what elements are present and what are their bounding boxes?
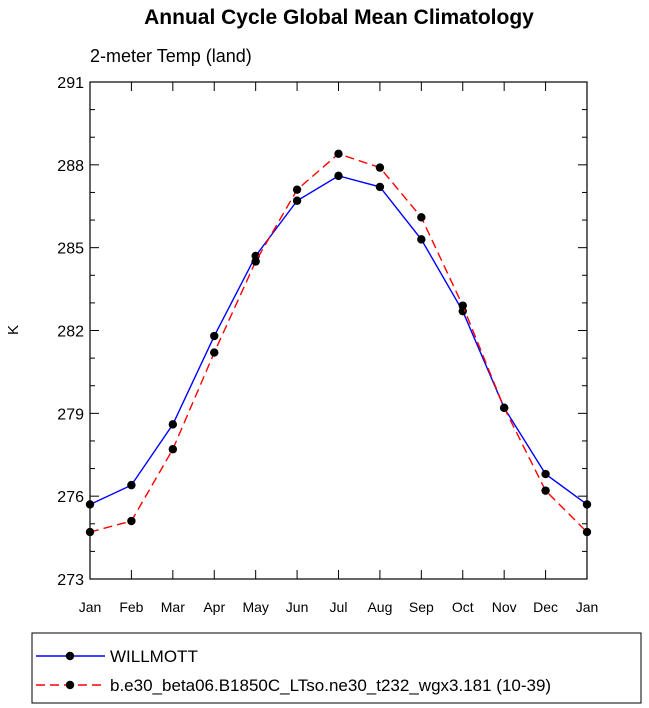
y-tick-label: 291 (57, 75, 84, 92)
chart-title: Annual Cycle Global Mean Climatology (144, 6, 534, 29)
x-tick-label: Jul (330, 599, 348, 615)
chart-subtitle: 2-meter Temp (land) (90, 46, 252, 66)
axes: 273 276 279 282 285 288 291 Jan Feb Mar Apr May Jun J… (57, 75, 598, 615)
x-tick-label: Feb (119, 599, 143, 615)
x-tick-label: Oct (452, 599, 474, 615)
series-2-point (210, 348, 219, 357)
legend-marker-1 (65, 651, 75, 661)
series-2-point (168, 445, 178, 454)
series-2-point (292, 185, 302, 194)
series-1-point (210, 331, 219, 341)
x-tick-label: Dec (533, 599, 558, 615)
series-2-point (127, 516, 136, 526)
series-1-point (541, 469, 550, 479)
series-1-point (582, 500, 592, 509)
y-tick-label: 273 (57, 572, 84, 589)
series-1-point (85, 500, 95, 509)
series-2-point (417, 213, 426, 222)
x-tick-label: Mar (161, 599, 185, 615)
series-2-point (334, 149, 343, 158)
series-1-point (334, 171, 343, 181)
series-line-1 (89, 175, 588, 506)
series-2-point (375, 163, 385, 172)
legend-marker-2 (65, 680, 75, 690)
y-tick-label: 288 (57, 158, 84, 175)
x-tick-label: May (242, 599, 268, 615)
legend: WILLMOTT b.e30_beta06.B1850C_LTso.ne30_t2… (36, 647, 551, 695)
y-tick-label: 276 (57, 489, 84, 506)
x-tick-label: Jun (286, 599, 309, 615)
x-tick-label: Jan (79, 599, 102, 615)
x-tick-label: Apr (203, 599, 225, 615)
y-tick-label: 279 (57, 406, 84, 423)
legend-box (31, 632, 642, 704)
series-2-point (582, 527, 592, 537)
series-1-point (292, 196, 302, 205)
series-1-point (127, 480, 136, 490)
y-axis-label: K (5, 325, 22, 335)
series-2-point (541, 486, 550, 495)
x-tick-label: Aug (367, 599, 392, 615)
legend-label-1: WILLMOTT (110, 647, 198, 666)
x-tick-label: Sep (409, 599, 434, 615)
series-1-point (417, 235, 426, 244)
series-layer (85, 149, 592, 537)
y-tick-label: 282 (57, 324, 84, 341)
series-1-point (168, 420, 178, 429)
series-2-point (251, 257, 260, 266)
series-1-point (375, 182, 385, 192)
x-tick-label: Jan (576, 599, 599, 615)
series-2-point (499, 403, 509, 413)
legend-label-2: b.e30_beta06.B1850C_LTso.ne30_t232_wgx3.… (110, 676, 551, 695)
series-2-point (85, 527, 95, 537)
series-2-point (458, 301, 467, 310)
series-line-2 (89, 152, 588, 533)
x-tick-label: Nov (492, 599, 517, 615)
y-tick-label: 285 (57, 241, 84, 258)
